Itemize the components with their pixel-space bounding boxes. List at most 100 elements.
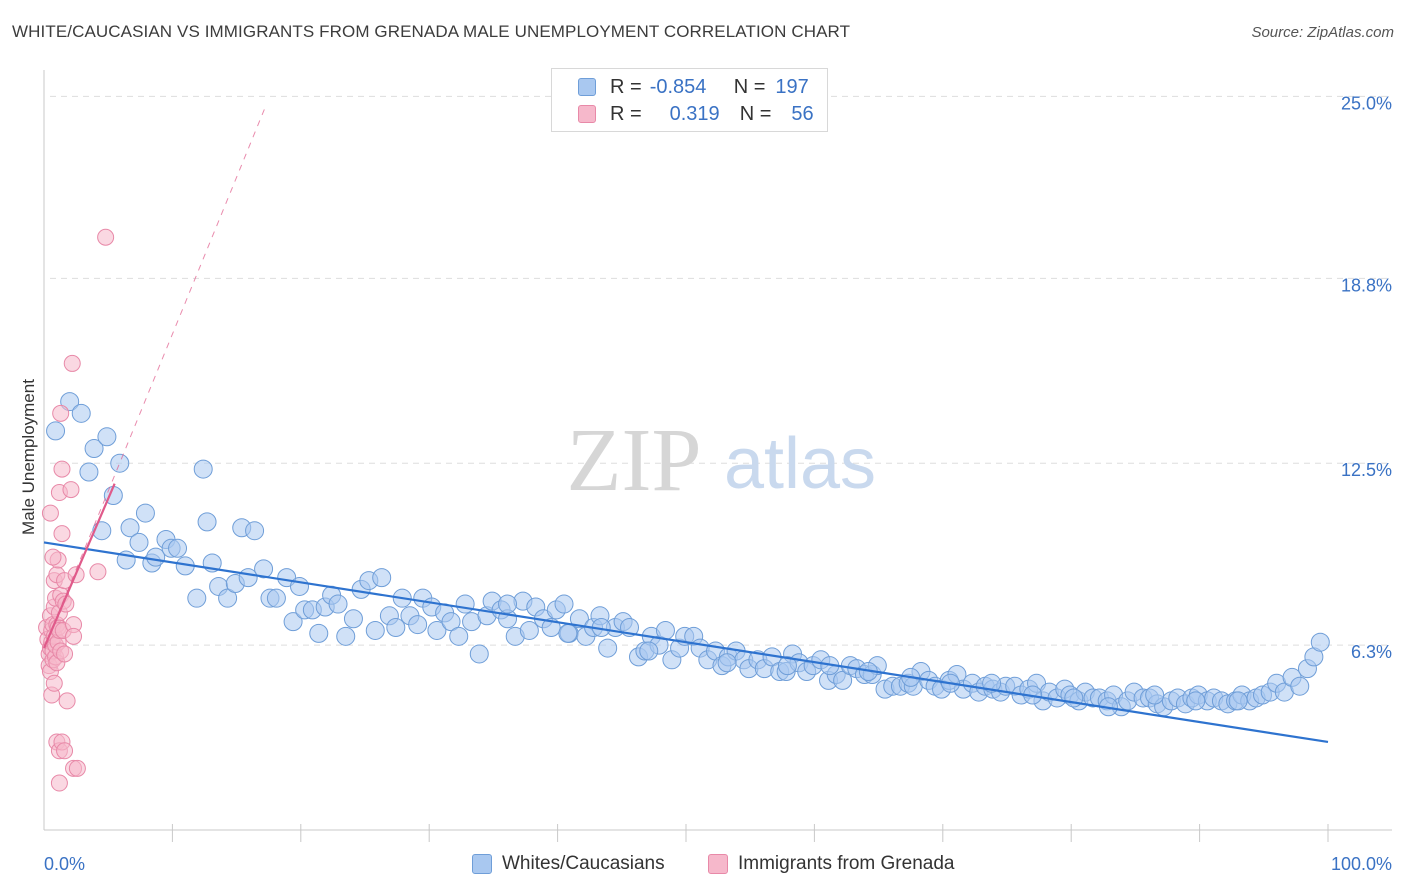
data-point-whites xyxy=(569,609,589,629)
data-point-whites xyxy=(1228,691,1248,711)
data-point-whites xyxy=(266,588,286,608)
data-point-whites xyxy=(309,623,329,643)
data-point-whites xyxy=(469,644,489,664)
data-point-grenada xyxy=(62,481,80,499)
data-point-whites xyxy=(129,532,149,552)
data-point-whites xyxy=(372,568,392,588)
data-point-grenada xyxy=(50,774,68,792)
data-point-whites xyxy=(365,620,385,640)
data-point-grenada xyxy=(52,404,70,422)
data-point-grenada xyxy=(53,525,71,543)
data-point-whites xyxy=(441,612,461,632)
trend-line-whites xyxy=(43,541,1329,744)
data-point-whites xyxy=(833,670,853,690)
legend-n-label: N = xyxy=(739,102,772,125)
y-tick-label: 18.8% xyxy=(1341,275,1392,295)
legend-swatch-grenada xyxy=(578,105,596,123)
bottom-legend-label-grenada: Immigrants from Grenada xyxy=(738,853,955,874)
data-point-whites xyxy=(79,462,99,482)
x-tick-label-max: 100.0% xyxy=(1331,854,1392,874)
data-point-whites xyxy=(408,615,428,635)
y-tick-label: 6.3% xyxy=(1351,642,1392,662)
y-axis-tick-labels: 6.3% 12.5% 18.8% 25.0% xyxy=(1341,93,1392,662)
legend-r-label: R = xyxy=(610,102,642,125)
correlation-legend: R = -0.854 N = 197 R = 0.319 N = 56 xyxy=(551,68,828,132)
legend-n-value-grenada: 56 xyxy=(791,102,814,125)
series-grenada-points xyxy=(38,228,115,792)
data-point-whites xyxy=(982,673,1002,693)
data-point-whites xyxy=(193,459,213,479)
data-point-whites xyxy=(777,656,797,676)
watermark-atlas: atlas xyxy=(724,424,876,504)
legend-r-value-grenada: 0.319 xyxy=(669,102,720,125)
data-point-whites xyxy=(427,620,447,640)
grid-lines xyxy=(50,95,1392,646)
data-point-whites xyxy=(1310,632,1330,652)
legend-n-value-whites: 197 xyxy=(775,75,809,98)
data-point-grenada xyxy=(89,563,107,581)
y-tick-label: 12.5% xyxy=(1341,460,1392,480)
x-tick-label-min: 0.0% xyxy=(44,854,85,874)
data-point-whites xyxy=(110,453,130,473)
data-point-grenada xyxy=(53,460,71,478)
source-label: Source: ZipAtlas.com xyxy=(1251,24,1394,41)
data-point-whites xyxy=(135,503,155,523)
legend-n-label: N = xyxy=(733,75,766,98)
legend-row-grenada: R = 0.319 N = 56 xyxy=(578,102,814,126)
bottom-legend-grenada: Immigrants from Grenada xyxy=(708,852,954,876)
data-point-whites xyxy=(455,594,475,614)
data-point-whites xyxy=(168,538,188,558)
legend-r-label: R = xyxy=(610,75,642,98)
data-point-whites xyxy=(46,421,66,441)
data-point-grenada xyxy=(56,645,74,663)
data-point-whites xyxy=(1186,691,1206,711)
data-point-whites xyxy=(245,521,265,541)
x-axis-ticks xyxy=(171,824,1329,842)
data-point-whites xyxy=(336,626,356,646)
data-point-whites xyxy=(120,518,140,538)
data-point-whites xyxy=(1290,676,1310,696)
data-point-whites xyxy=(283,612,303,632)
data-point-whites xyxy=(554,594,574,614)
data-point-whites xyxy=(655,620,675,640)
y-tick-label: 25.0% xyxy=(1341,93,1392,113)
bottom-legend-label-whites: Whites/Caucasians xyxy=(502,853,665,874)
data-point-whites xyxy=(254,559,274,579)
data-point-whites xyxy=(449,626,469,646)
data-point-whites xyxy=(639,641,659,661)
data-point-whites xyxy=(197,512,217,532)
trend-line-grenada-extrapolated xyxy=(43,107,266,649)
y-axis-label: Male Unemployment xyxy=(19,379,38,535)
data-point-grenada xyxy=(56,742,74,760)
data-point-whites xyxy=(558,623,578,643)
data-point-grenada xyxy=(58,692,76,710)
data-point-whites xyxy=(97,427,117,447)
data-point-grenada xyxy=(97,228,115,246)
data-point-whites xyxy=(519,620,539,640)
bottom-legend-whites: Whites/Caucasians xyxy=(472,852,665,876)
data-point-grenada xyxy=(65,627,83,645)
data-point-whites xyxy=(71,403,91,423)
data-point-whites xyxy=(328,594,348,614)
data-point-grenada xyxy=(44,548,62,566)
chart-title: WHITE/CAUCASIAN VS IMMIGRANTS FROM GRENA… xyxy=(12,22,851,41)
data-point-whites xyxy=(498,594,518,614)
data-point-grenada xyxy=(68,759,86,777)
trend-lines xyxy=(42,107,1329,744)
data-point-grenada xyxy=(45,674,63,692)
data-point-grenada xyxy=(41,504,59,522)
data-point-whites xyxy=(60,392,80,412)
data-point-whites xyxy=(84,439,104,459)
data-point-whites xyxy=(1145,685,1165,705)
watermark-zip: ZIP xyxy=(567,411,702,510)
bottom-legend-swatch-grenada xyxy=(708,854,728,874)
legend-swatch-whites xyxy=(578,78,596,96)
trend-line-grenada xyxy=(42,483,116,649)
data-point-whites xyxy=(218,588,238,608)
data-point-whites xyxy=(187,588,207,608)
data-point-whites xyxy=(598,638,618,658)
legend-row-whites: R = -0.854 N = 197 xyxy=(578,75,809,99)
data-point-whites xyxy=(343,609,363,629)
data-point-grenada xyxy=(63,354,81,372)
